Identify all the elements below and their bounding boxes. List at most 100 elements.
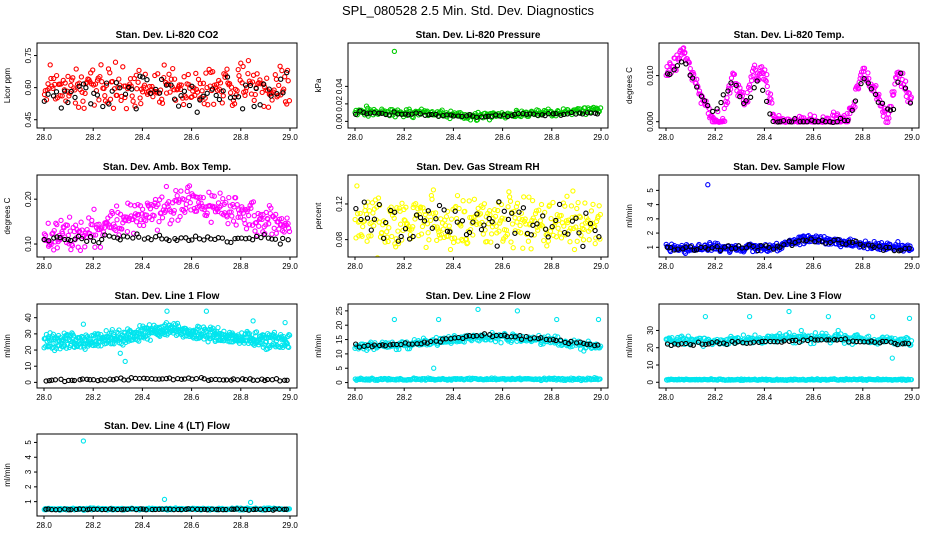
point-reference [466,229,473,236]
point-other [470,232,476,238]
point-other [45,220,51,226]
point-other [226,209,233,215]
point-reference [87,377,93,383]
point-reference [269,236,275,242]
point-reference [262,507,268,513]
point-other [72,100,79,106]
point-reference [266,86,272,92]
point-reference [568,338,574,345]
point-reference [671,67,677,73]
point-other [117,211,124,217]
point-reference [733,82,739,89]
point-other [538,201,545,208]
y-axis-label: percent [314,202,323,229]
y-tick-label: 3 [24,469,33,474]
point-other [242,220,248,227]
point-reference [767,111,773,117]
point-other-low [908,376,915,383]
point-other [48,241,54,248]
point-reference [576,230,582,236]
point-other [886,115,892,121]
point-other [112,59,119,65]
data-points [41,183,293,254]
point-other [473,221,480,228]
point-reference [228,239,234,246]
point-other-low [593,375,600,381]
x-tick-label: 28.6 [495,393,511,402]
point-reference [518,336,525,342]
point-other [169,217,175,223]
point-reference [137,506,144,512]
point-other [430,187,437,193]
point-other [495,207,501,214]
point-other [113,203,120,209]
point-other [141,82,148,88]
point-other [228,84,235,90]
point-other-low [69,339,75,345]
panel-title: Stan. Dev. Sample Flow [733,162,845,173]
point-reference [53,89,60,95]
point-reference [398,233,404,240]
point-other [705,182,711,188]
point-other [410,204,416,211]
point-other [514,219,520,225]
point-reference [90,238,97,244]
point-reference [247,82,254,89]
point-other [448,216,455,222]
point-other [253,329,260,335]
point-reference [450,113,457,119]
point-other [360,223,366,230]
point-other [251,213,257,219]
x-tick-label: 29.0 [282,393,298,402]
point-other [168,209,174,215]
point-other [447,246,454,253]
point-reference [183,235,189,241]
point-reference [175,506,181,513]
point-reference [865,80,871,86]
point-other [135,211,142,218]
point-reference [786,238,792,244]
point-other [404,221,410,227]
y-tick-label: 4 [24,454,33,459]
x-tick-label: 28.6 [806,133,822,142]
point-reference [284,69,290,76]
x-tick-label: 28.4 [757,133,773,142]
point-other [44,338,50,344]
point-reference [166,237,172,244]
x-tick-label: 28.8 [233,133,249,142]
point-other [172,97,179,103]
point-other [509,221,516,227]
point-other [771,113,777,119]
point-other [70,333,77,339]
point-other [110,105,117,111]
point-other [721,105,727,112]
panel-title: Stan. Dev. Gas Stream RH [416,162,539,173]
point-other [386,225,392,231]
point-other-low [283,341,290,347]
point-reference [709,245,715,251]
point-reference [143,507,149,513]
point-other [124,228,131,235]
point-other [371,223,377,229]
panel-title: Stan. Dev. Line 1 Flow [115,291,220,302]
point-reference [170,377,176,383]
point-other [902,78,909,84]
point-reference [163,506,169,512]
point-other [425,230,431,236]
point-reference [899,341,906,347]
point-other [493,223,499,229]
point-other [582,200,588,206]
point-reference [470,333,476,339]
y-tick-label: 0 [24,380,33,385]
point-other [492,213,499,220]
point-reference [49,377,55,383]
point-reference [220,506,226,513]
point-other [99,79,105,85]
point-other [528,246,534,252]
x-tick-label: 29.0 [282,133,298,142]
point-other [195,76,202,83]
point-other [130,216,136,223]
point-reference [675,246,681,252]
point-reference [277,378,283,384]
x-tick-label: 29.0 [904,393,920,402]
